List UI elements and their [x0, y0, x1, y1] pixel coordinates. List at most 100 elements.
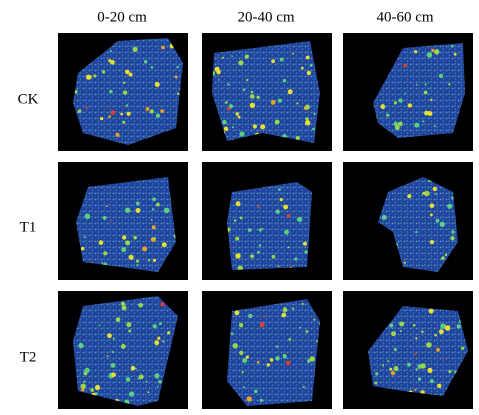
pore [154, 82, 160, 87]
pore [430, 213, 433, 217]
pore [176, 65, 179, 69]
pore [102, 70, 106, 74]
pore [305, 117, 309, 121]
pore [151, 225, 156, 230]
pore [279, 198, 283, 202]
pore [235, 253, 241, 259]
pore [135, 208, 141, 213]
pore-network [212, 41, 320, 143]
pore [254, 389, 258, 394]
pore [282, 307, 288, 312]
pore [277, 265, 280, 268]
pore [121, 247, 127, 253]
pore [275, 209, 280, 214]
pore [276, 345, 279, 348]
pore [78, 342, 84, 349]
pore [94, 384, 101, 391]
pore [106, 355, 109, 358]
pore [431, 48, 435, 52]
pore [415, 368, 418, 371]
pore [453, 52, 457, 56]
panel [58, 33, 188, 151]
pore [422, 191, 426, 195]
pore [258, 244, 262, 247]
pore [81, 387, 85, 392]
pore [434, 125, 436, 128]
pore [244, 54, 249, 59]
pore [437, 383, 442, 388]
pore [232, 343, 238, 349]
pore [98, 324, 101, 327]
pore [80, 246, 85, 251]
pore [283, 204, 288, 210]
column-header: 40-60 cm [376, 9, 433, 25]
panel [202, 162, 332, 280]
pore [439, 329, 444, 335]
pore [83, 236, 86, 239]
pore [393, 121, 398, 127]
pore-network [373, 43, 465, 138]
pore [98, 240, 104, 245]
pore [115, 132, 120, 137]
pore [241, 370, 244, 374]
pore [121, 305, 127, 311]
pore [86, 74, 92, 80]
pore [421, 330, 424, 333]
pore [287, 246, 290, 249]
pore [461, 346, 465, 350]
pore-network [73, 296, 178, 406]
pore [257, 206, 260, 209]
pore [233, 219, 237, 222]
pore [277, 98, 283, 103]
pore [404, 92, 406, 94]
pore [313, 318, 316, 321]
pore [84, 213, 91, 220]
pore [435, 218, 440, 223]
pore [414, 122, 420, 128]
pore [416, 84, 418, 86]
pore [444, 325, 451, 331]
pore [150, 219, 153, 221]
pore [222, 119, 227, 125]
pore [309, 356, 315, 362]
pore [145, 380, 148, 383]
panel [343, 33, 473, 151]
pore [128, 254, 134, 260]
pore [436, 347, 440, 352]
pore [429, 203, 435, 208]
pore [271, 59, 275, 64]
pore [296, 102, 299, 105]
pore [152, 258, 157, 262]
pore [167, 331, 171, 335]
pore [145, 107, 150, 111]
pore [110, 219, 113, 222]
pore [100, 117, 104, 121]
pore [120, 301, 125, 306]
pore [144, 60, 148, 64]
pore [380, 104, 386, 109]
pore [274, 119, 280, 125]
pore [305, 120, 311, 126]
pore [275, 356, 280, 361]
pore [295, 136, 300, 141]
pore [107, 333, 112, 339]
pore [393, 347, 397, 351]
pore [225, 101, 228, 104]
pore [305, 55, 310, 60]
pore [447, 203, 453, 209]
pore [129, 391, 135, 397]
pore [414, 352, 417, 356]
pore-network [378, 177, 458, 272]
pore [108, 59, 112, 63]
pore [302, 385, 305, 388]
panel [343, 162, 473, 280]
pore [421, 194, 424, 196]
pore [163, 207, 170, 214]
pore [223, 126, 229, 131]
pore [386, 360, 389, 363]
pore [122, 235, 127, 240]
pore [232, 126, 234, 129]
pore [286, 214, 291, 218]
pore [403, 261, 406, 264]
pore [112, 337, 115, 340]
